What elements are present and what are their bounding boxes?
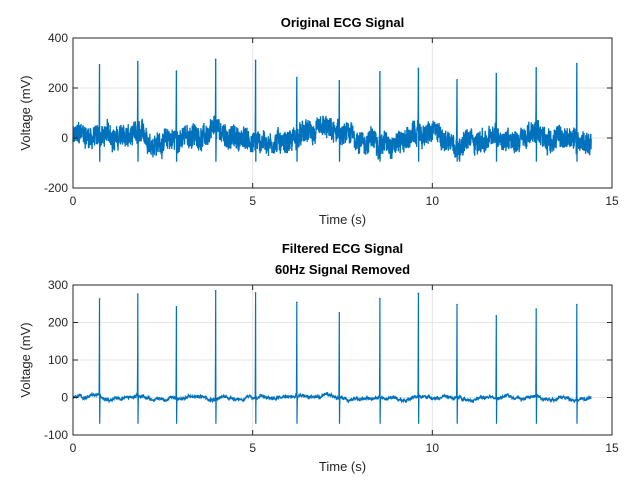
r-peak-point <box>296 301 298 304</box>
x-tick-label: 10 <box>426 194 440 208</box>
y-tick-label: 0 <box>61 391 68 405</box>
x-tick-label: 5 <box>249 441 256 455</box>
r-peak-point <box>175 305 178 308</box>
chart-title: 60Hz Signal Removed <box>275 262 410 277</box>
y-tick-label: -100 <box>44 428 68 442</box>
y-tick-label: 300 <box>48 278 68 292</box>
r-peak-point <box>535 308 537 310</box>
r-peak-point <box>535 66 537 69</box>
chart-title: Original ECG Signal <box>281 15 405 30</box>
ecg-series-line <box>72 59 592 162</box>
r-peak-point <box>456 78 458 81</box>
y-tick-label: 200 <box>48 316 68 330</box>
y-tick-label: 100 <box>48 353 68 367</box>
r-peak-point <box>296 76 298 79</box>
r-peak-point <box>456 303 458 306</box>
r-peak-point <box>98 298 101 300</box>
r-peak-point <box>136 293 139 295</box>
r-peak-point <box>495 314 498 317</box>
x-axis-label: Time (s) <box>319 212 366 227</box>
x-tick-label: 5 <box>249 194 256 208</box>
axes-box <box>72 37 613 189</box>
y-tick-label: 200 <box>48 81 68 95</box>
r-peak-point <box>136 60 139 63</box>
x-axis-label: Time (s) <box>319 459 366 474</box>
x-tick-label: 15 <box>605 194 619 208</box>
r-peak-point <box>417 67 420 70</box>
r-peak-point <box>254 59 257 62</box>
r-peak-point <box>338 311 341 314</box>
r-peak-point <box>175 70 178 72</box>
r-peak-point <box>575 303 578 306</box>
x-tick-label: 15 <box>605 441 619 455</box>
r-peak-point <box>254 292 257 294</box>
r-peak-point <box>495 72 498 75</box>
r-peak-point <box>417 292 420 295</box>
r-peak-point <box>214 58 217 61</box>
r-peak-point <box>98 63 101 66</box>
r-peak-point <box>338 79 341 82</box>
r-peak-point <box>575 62 578 65</box>
y-tick-label: 0 <box>61 131 68 145</box>
r-peak-point <box>214 289 217 292</box>
chart-title: Filtered ECG Signal <box>282 241 403 256</box>
y-axis-label: Voltage (mV) <box>18 75 33 150</box>
x-tick-label: 10 <box>426 441 440 455</box>
r-peak-point <box>379 70 381 73</box>
y-tick-label: 400 <box>48 31 68 45</box>
r-peak-point <box>379 297 381 300</box>
ecg-series-line <box>72 290 592 424</box>
x-tick-label: 0 <box>70 194 77 208</box>
plot-area <box>73 38 612 188</box>
x-tick-label: 0 <box>70 441 77 455</box>
y-axis-label: Voltage (mV) <box>18 322 33 397</box>
y-tick-label: -200 <box>44 181 68 195</box>
